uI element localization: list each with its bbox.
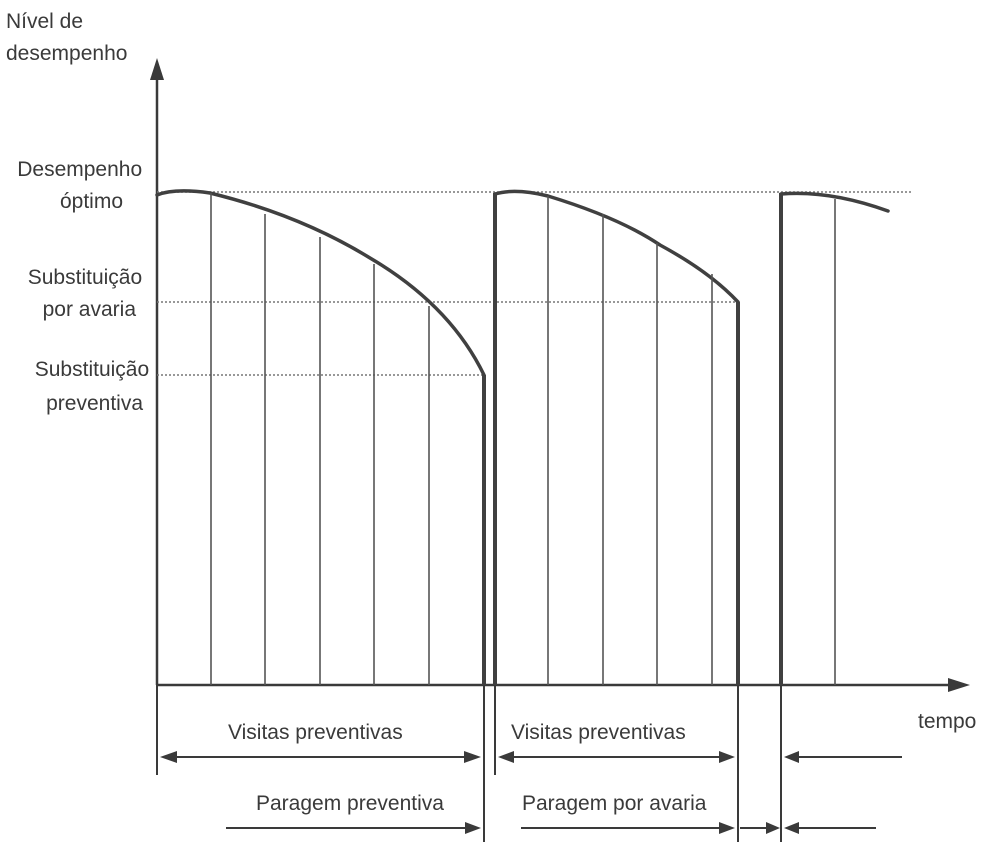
breakdown-level-label: Substituição por avaria	[28, 266, 148, 321]
cycle-2-degradation-curve	[493, 189, 740, 304]
y-axis-label: Nível de desempenho	[6, 10, 127, 65]
stop-preventive-label: Paragem preventiva	[256, 792, 444, 815]
visits-1-arrowhead-left	[160, 751, 177, 763]
preventive-level-label-line-2: preventiva	[46, 392, 143, 415]
y-axis-label-line-2: desempenho	[6, 42, 127, 65]
cycle-3-degradation-curve	[779, 191, 890, 213]
preventive-level-label-line-1: Substituição	[35, 358, 149, 381]
visits-3-arrowhead-left	[784, 751, 799, 763]
preventive-level-label: Substituição preventiva	[35, 358, 155, 415]
cycle-1-degradation-curve	[155, 189, 486, 377]
optimal-level-label-line-2: óptimo	[60, 190, 123, 213]
visits-2-arrowhead-right	[719, 751, 735, 763]
visits-2-arrowhead-left	[498, 751, 514, 763]
x-axis-label: tempo	[918, 710, 976, 733]
optimal-level-label: Desempenho óptimo	[17, 158, 148, 213]
optimal-level-label-line-1: Desempenho	[17, 158, 142, 181]
breakdown-level-label-line-2: por avaria	[43, 298, 137, 321]
breakdown-level-label-line-1: Substituição	[28, 266, 142, 289]
stop-preventive-arrowhead	[465, 822, 481, 834]
stop-breakdown-label: Paragem por avaria	[522, 792, 707, 815]
cycle-3-stop-arrowhead-left	[784, 822, 799, 834]
visits-1-label: Visitas preventivas	[228, 721, 403, 744]
x-axis-arrowhead	[948, 678, 970, 692]
visits-2-label: Visitas preventivas	[511, 721, 686, 744]
y-axis-label-line-1: Nível de	[6, 10, 83, 33]
y-axis-arrowhead	[150, 58, 164, 80]
downtime-arrowhead-right	[766, 822, 780, 834]
visits-1-arrowhead-right	[464, 751, 481, 763]
stop-breakdown-arrowhead	[719, 822, 735, 834]
